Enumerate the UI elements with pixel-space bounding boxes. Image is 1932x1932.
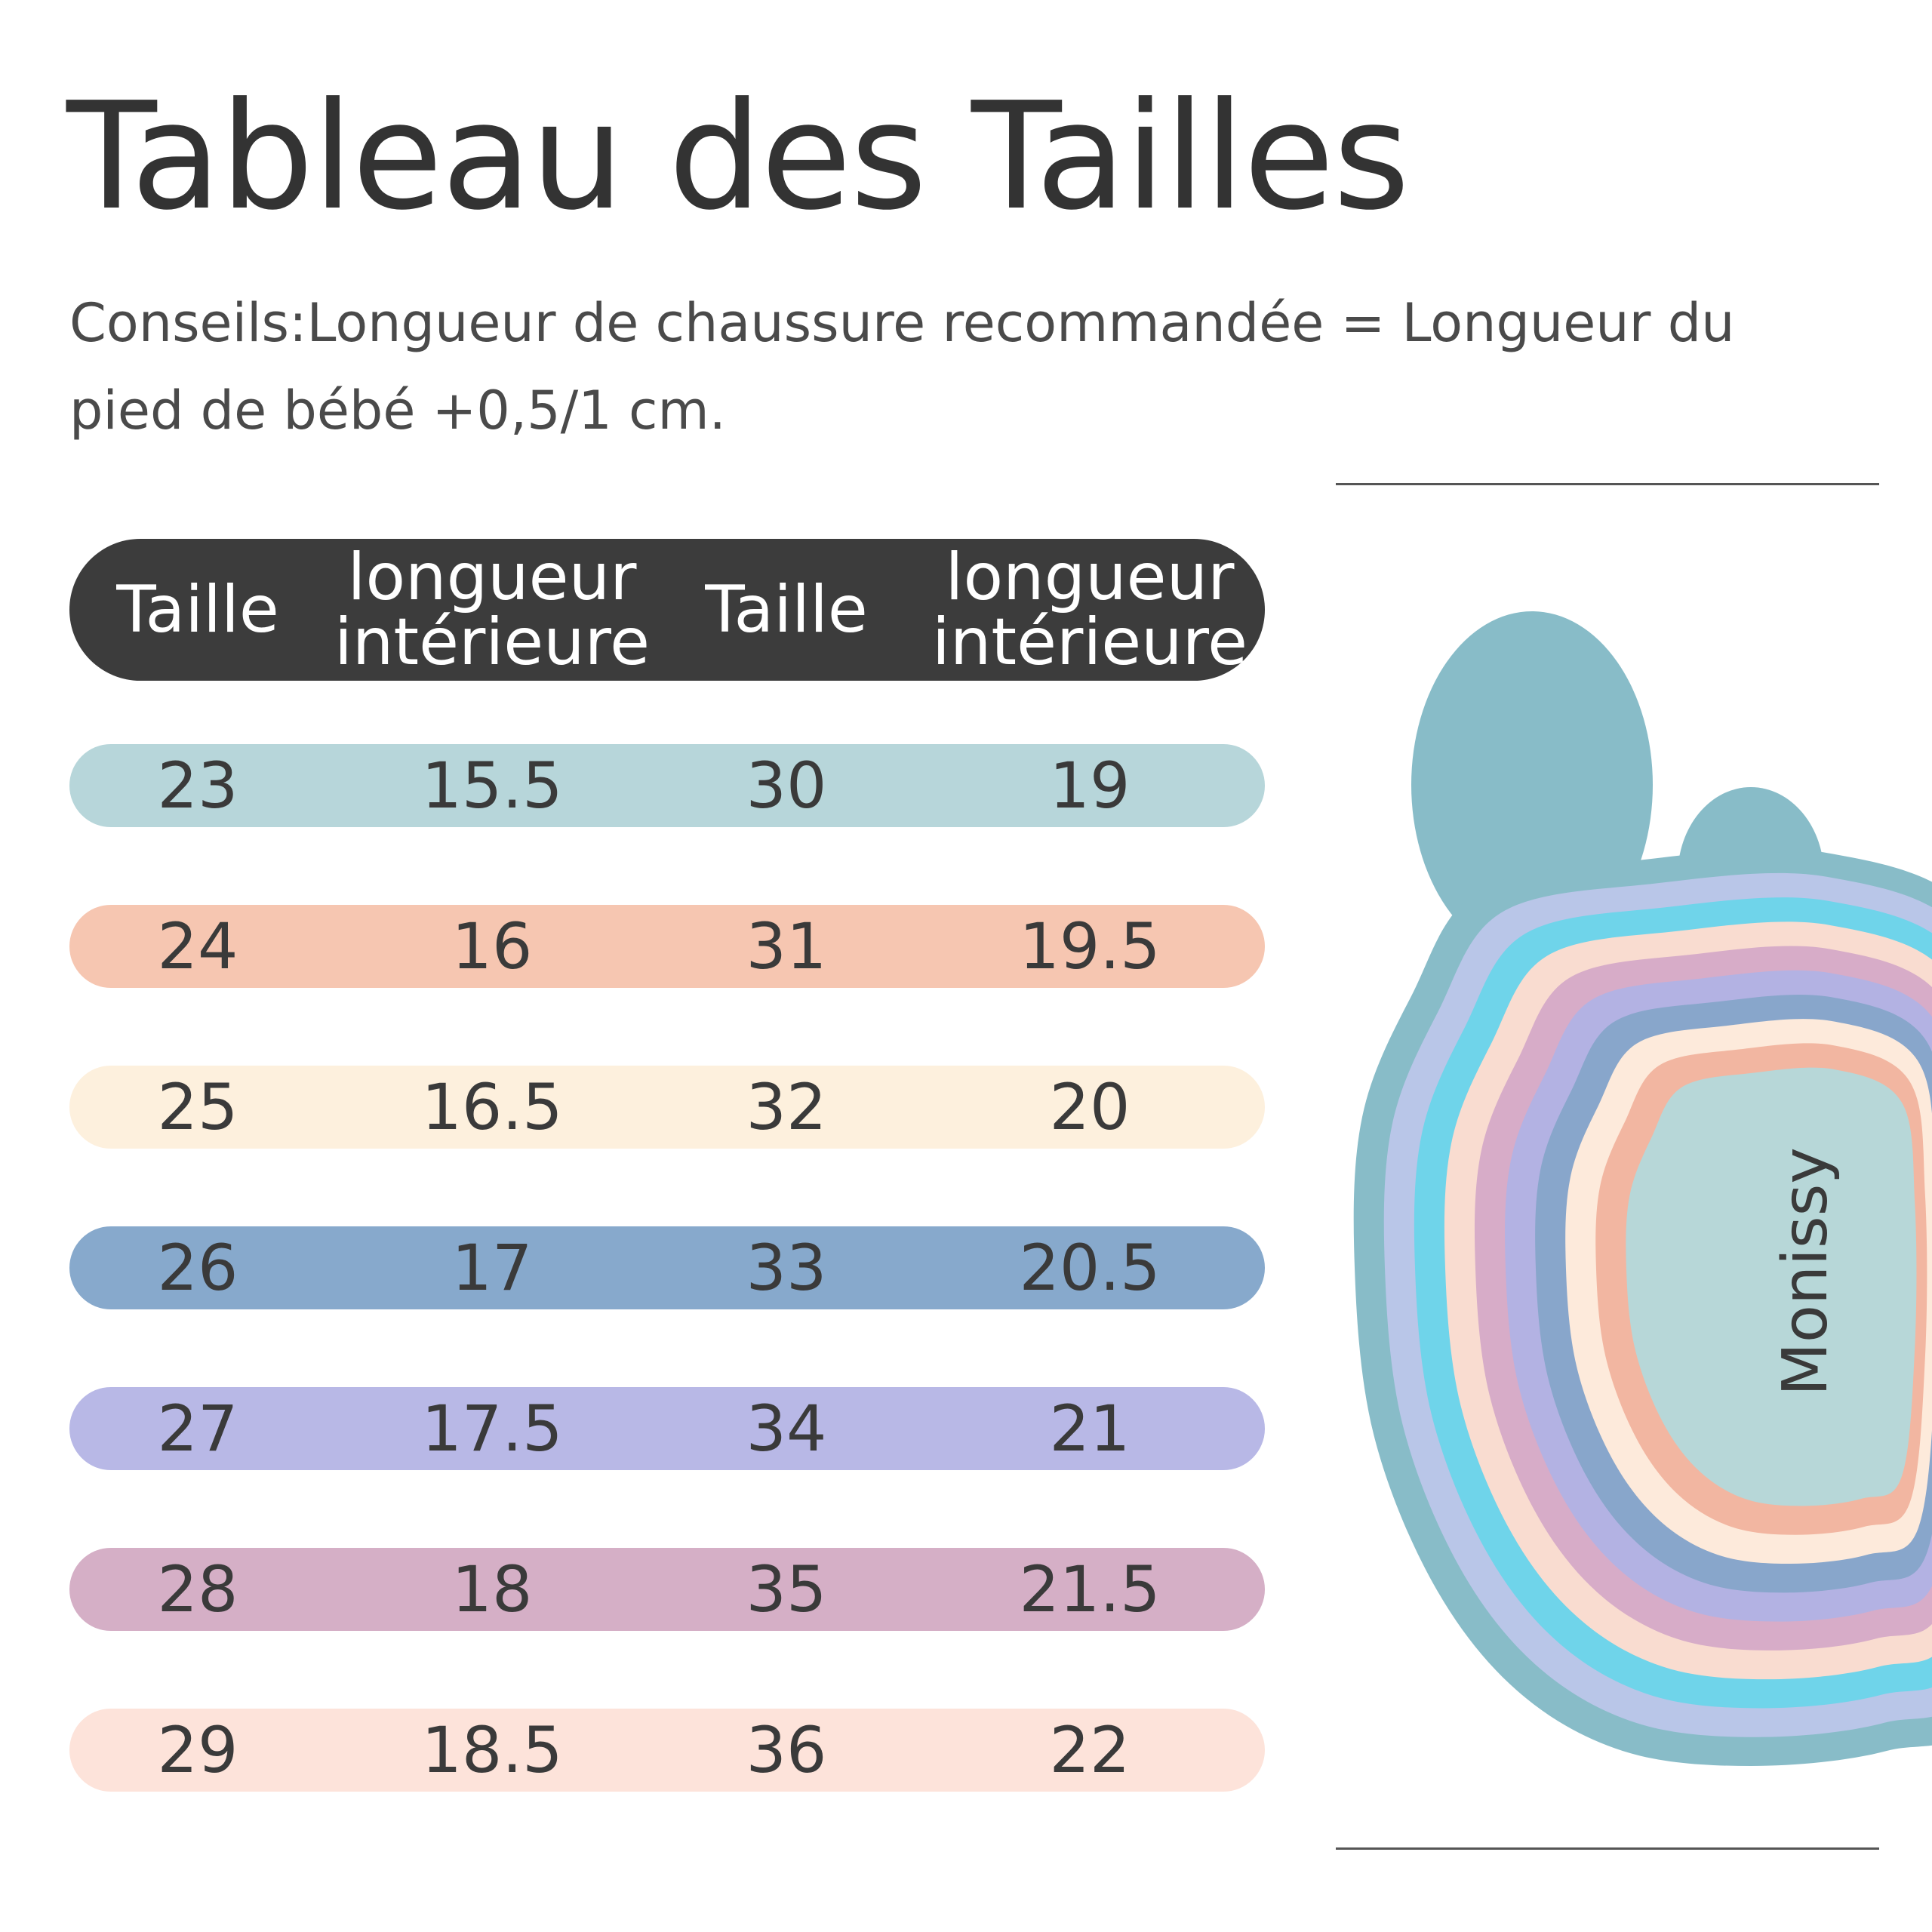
size-advice: Conseils:Longueur de chaussure recommand… — [69, 292, 1735, 441]
taille-a: 25 — [157, 1070, 238, 1144]
longueur-a: 16 — [451, 909, 533, 983]
longueur-b: 20.5 — [1019, 1231, 1161, 1305]
header-taille-2: Taille — [705, 572, 868, 648]
longueur-a: 18.5 — [421, 1713, 563, 1787]
taille-b: 30 — [746, 749, 827, 823]
longueur-a: 16.5 — [421, 1070, 563, 1144]
bottom-divider — [1336, 1847, 1879, 1850]
longueur-a: 17 — [451, 1231, 533, 1305]
table-row: 25 16.5 32 20 — [69, 1066, 1265, 1149]
taille-b: 31 — [746, 909, 827, 983]
taille-a: 26 — [157, 1231, 238, 1305]
taille-b: 35 — [746, 1552, 827, 1626]
taille-a: 27 — [157, 1392, 238, 1466]
taille-a: 24 — [157, 909, 238, 983]
header-longueur-1: longueur intérieure — [334, 540, 651, 680]
longueur-a: 18 — [451, 1552, 533, 1626]
longueur-b: 21.5 — [1019, 1552, 1161, 1626]
table-row: 28 18 35 21.5 — [69, 1548, 1265, 1631]
table-row: 26 17 33 20.5 — [69, 1226, 1265, 1309]
sole-rings — [1353, 848, 1932, 1766]
longueur-a: 17.5 — [421, 1392, 563, 1466]
taille-b: 34 — [746, 1392, 827, 1466]
taille-a: 23 — [157, 749, 238, 823]
taille-a: 29 — [157, 1713, 238, 1787]
table-row: 24 16 31 19.5 — [69, 905, 1265, 988]
longueur-a: 15.5 — [421, 749, 563, 823]
page-title: Tableau des Tailles — [66, 71, 1410, 243]
taille-b: 33 — [746, 1231, 827, 1305]
footprint-illustration: Monissy — [1353, 611, 1932, 1766]
taille-b: 36 — [746, 1713, 827, 1787]
longueur-b: 20 — [1049, 1070, 1131, 1144]
longueur-b: 19.5 — [1019, 909, 1161, 983]
taille-a: 28 — [157, 1552, 238, 1626]
longueur-b: 19 — [1049, 749, 1131, 823]
header-taille-1: Taille — [116, 572, 279, 648]
table-row: 23 15.5 30 19 — [69, 744, 1265, 827]
header-longueur-2: longueur intérieure — [931, 540, 1248, 680]
taille-b: 32 — [746, 1070, 827, 1144]
sole-ring — [1626, 1067, 1917, 1506]
longueur-b: 21 — [1049, 1392, 1131, 1466]
top-divider — [1336, 483, 1879, 485]
table-row: 27 17.5 34 21 — [69, 1387, 1265, 1470]
table-header: Taille longueur intérieure Taille longue… — [69, 539, 1265, 681]
brand-label: Monissy — [1770, 1147, 1841, 1396]
longueur-b: 22 — [1049, 1713, 1131, 1787]
table-row: 29 18.5 36 22 — [69, 1709, 1265, 1792]
